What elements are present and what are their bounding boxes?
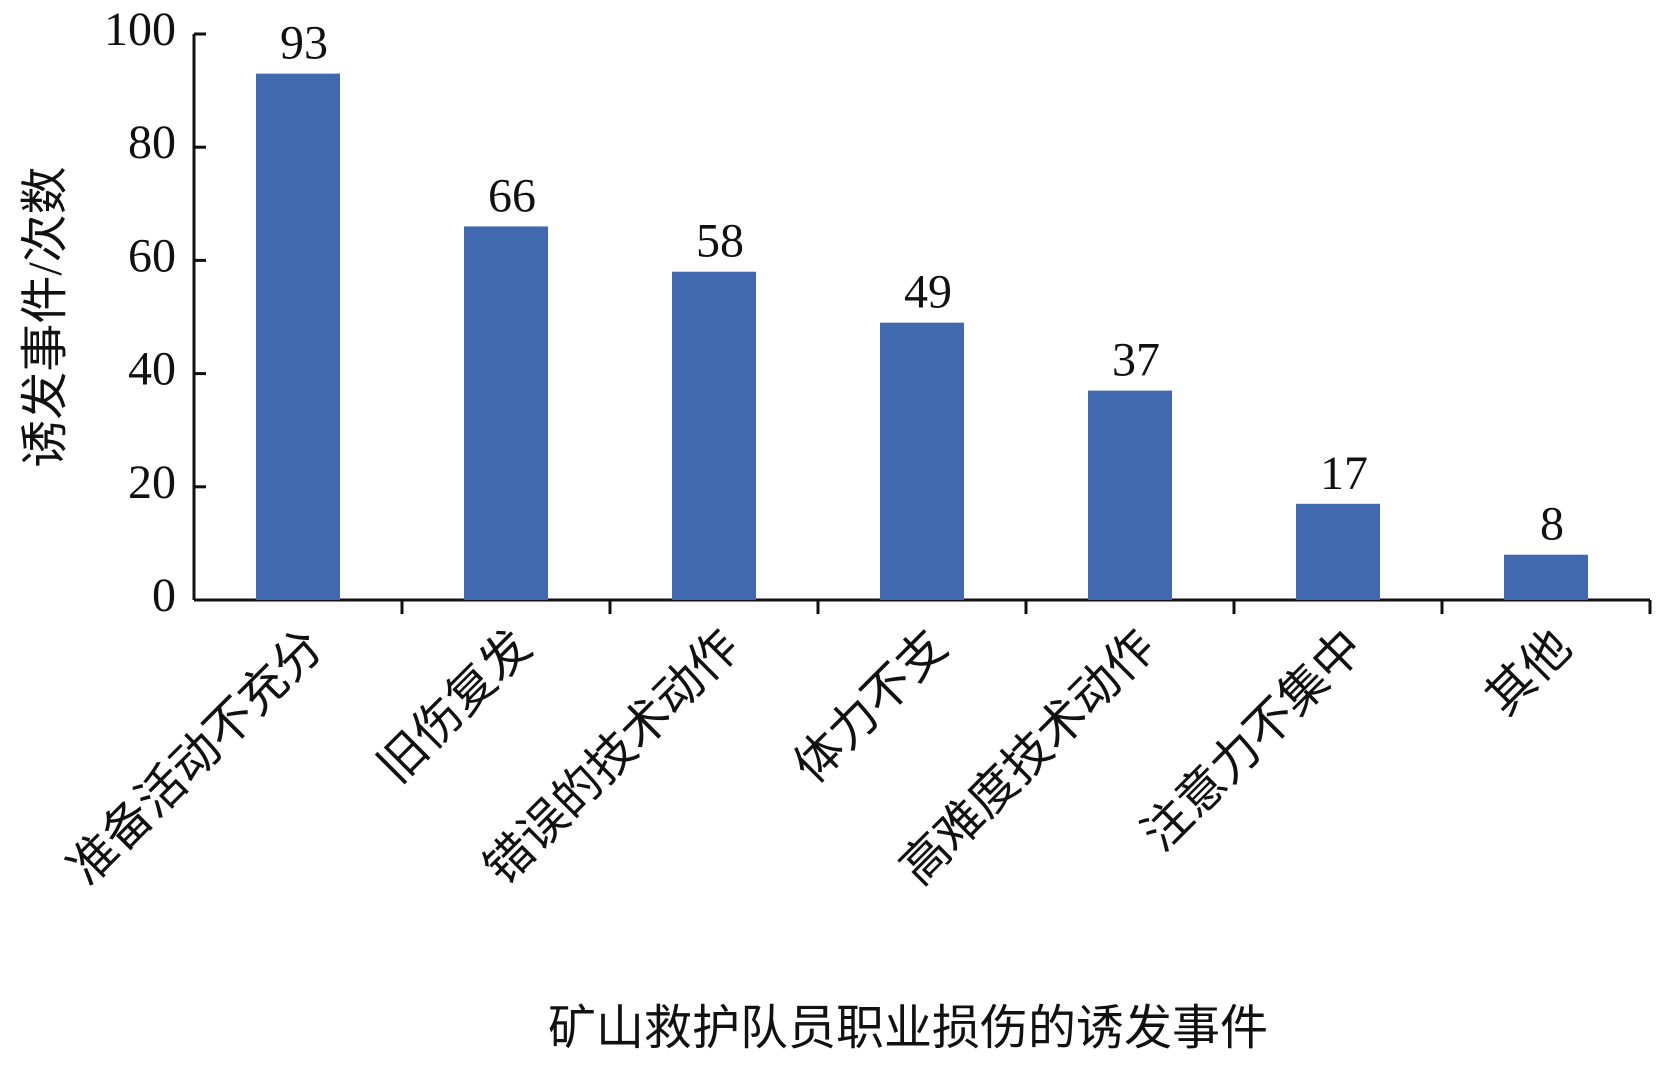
value-label: 49 [904,266,952,319]
bar [1504,554,1588,600]
bar [672,271,756,600]
y-tick-label: 100 [104,3,176,56]
y-tick-label: 80 [128,116,176,169]
bar [1296,503,1380,600]
bar [256,73,340,601]
y-tick-label: 20 [128,456,176,509]
x-tick-label: 体力不支 [784,620,957,793]
value-label: 17 [1320,447,1368,500]
y-tick-label: 40 [128,343,176,396]
bar [880,322,964,600]
y-axis-title: 诱发事件/次数 [19,166,72,467]
x-tick-label: 准备活动不充分 [58,620,333,895]
x-tick-label: 其他 [1476,620,1581,725]
y-tick-label: 60 [128,229,176,282]
x-axis-title: 矿山救护队员职业损伤的诱发事件 [548,1002,1268,1055]
x-tick-label: 旧伤复发 [368,620,541,793]
x-tick-label: 注意力不集中 [1132,620,1373,861]
bar [464,226,548,600]
value-label: 66 [488,169,536,222]
bar [1088,390,1172,600]
value-label: 37 [1112,334,1160,387]
value-label: 8 [1540,498,1564,551]
value-label: 93 [280,17,328,70]
value-label: 58 [696,215,744,268]
y-tick-label: 0 [152,569,176,622]
